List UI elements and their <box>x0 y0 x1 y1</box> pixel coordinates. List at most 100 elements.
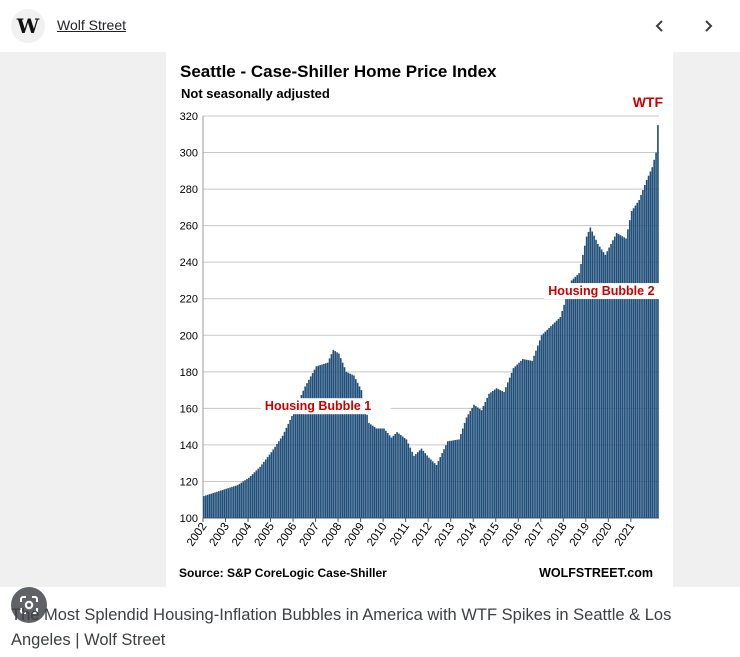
bar <box>263 461 265 518</box>
bar <box>555 320 558 518</box>
bar <box>283 431 286 518</box>
bar <box>298 399 301 518</box>
bar <box>604 254 607 518</box>
bar <box>236 485 239 518</box>
bar <box>319 365 321 518</box>
bar <box>328 358 331 518</box>
y-tick-label: 320 <box>180 111 198 123</box>
bar <box>613 236 616 518</box>
bar <box>379 428 382 518</box>
lens-button[interactable] <box>11 587 47 623</box>
bar <box>476 407 479 518</box>
bar <box>219 490 222 518</box>
x-tick-label: 2016 <box>500 521 525 549</box>
bar <box>510 372 513 518</box>
bar <box>223 489 226 518</box>
bar <box>475 406 477 518</box>
bar <box>403 437 406 518</box>
x-tick-label: 2013 <box>433 521 458 549</box>
chart-title: Seattle - Case-Shiller Home Price Index <box>180 62 497 81</box>
next-button[interactable] <box>696 14 720 38</box>
bar <box>465 417 468 518</box>
bar <box>428 457 430 518</box>
bar <box>456 439 458 518</box>
bar <box>653 159 655 518</box>
bar <box>233 486 235 518</box>
bar <box>623 237 625 518</box>
bar <box>529 360 532 518</box>
bar <box>651 167 654 518</box>
site-logo[interactable]: W <box>11 9 45 43</box>
bar <box>454 440 457 518</box>
bar <box>467 414 470 518</box>
image-caption[interactable]: The Most Splendid Housing-Inflation Bubb… <box>11 606 672 649</box>
bar <box>602 252 605 518</box>
bar <box>548 327 550 518</box>
y-tick-label: 140 <box>180 440 198 452</box>
bar <box>338 353 340 518</box>
x-tick-label: 2002 <box>185 521 210 549</box>
bar <box>345 371 348 518</box>
bar <box>300 394 303 518</box>
bar <box>638 200 640 519</box>
bar <box>420 448 423 518</box>
bar <box>289 419 291 518</box>
bar <box>565 298 567 518</box>
bar <box>463 422 466 518</box>
bar <box>306 383 308 518</box>
bar <box>287 423 290 518</box>
bar <box>416 452 419 518</box>
bar <box>418 450 421 518</box>
bar <box>370 424 372 518</box>
bar <box>227 488 230 518</box>
bar <box>538 340 541 518</box>
bar <box>206 494 209 518</box>
bar <box>368 422 370 518</box>
site-link[interactable]: Wolf Street <box>57 17 126 33</box>
bar <box>326 362 329 518</box>
bar <box>574 276 577 518</box>
annotation-background <box>544 283 674 300</box>
bar <box>221 489 224 518</box>
bar <box>478 408 481 518</box>
bar <box>375 428 378 518</box>
bar <box>302 390 305 518</box>
logo-letter: W <box>16 14 40 38</box>
bar <box>240 482 243 518</box>
y-tick-label: 120 <box>180 476 198 488</box>
bar <box>525 359 528 518</box>
chart-image[interactable]: Seattle - Case-Shiller Home Price Index … <box>166 52 674 587</box>
x-tick-label: 2004 <box>230 520 255 548</box>
bar <box>413 455 415 518</box>
y-tick-label: 100 <box>180 513 198 525</box>
bar <box>458 439 460 518</box>
bar <box>540 335 543 518</box>
bar <box>234 485 237 518</box>
bar <box>595 239 597 519</box>
x-tick-label: 2006 <box>275 521 300 549</box>
x-tick-label: 2014 <box>455 520 480 548</box>
bar <box>266 457 269 518</box>
annotation-label: Housing Bubble 2 <box>548 284 654 298</box>
bar <box>563 304 565 518</box>
bar <box>426 455 428 518</box>
bar <box>495 388 498 518</box>
bar <box>422 450 425 518</box>
x-tick-label: 2017 <box>523 521 548 549</box>
bar <box>446 441 449 518</box>
bar <box>480 410 483 518</box>
previous-button[interactable] <box>648 14 672 38</box>
bar <box>392 435 395 518</box>
bar <box>430 459 432 518</box>
google-lens-icon <box>20 596 38 614</box>
bar <box>473 404 475 518</box>
bar <box>484 401 487 518</box>
bar <box>531 360 534 518</box>
bar <box>351 374 353 518</box>
bar <box>527 360 530 518</box>
bar <box>339 358 342 518</box>
bar <box>585 236 588 518</box>
y-tick-label: 180 <box>180 367 198 379</box>
bar <box>366 414 368 518</box>
bar <box>259 466 261 518</box>
